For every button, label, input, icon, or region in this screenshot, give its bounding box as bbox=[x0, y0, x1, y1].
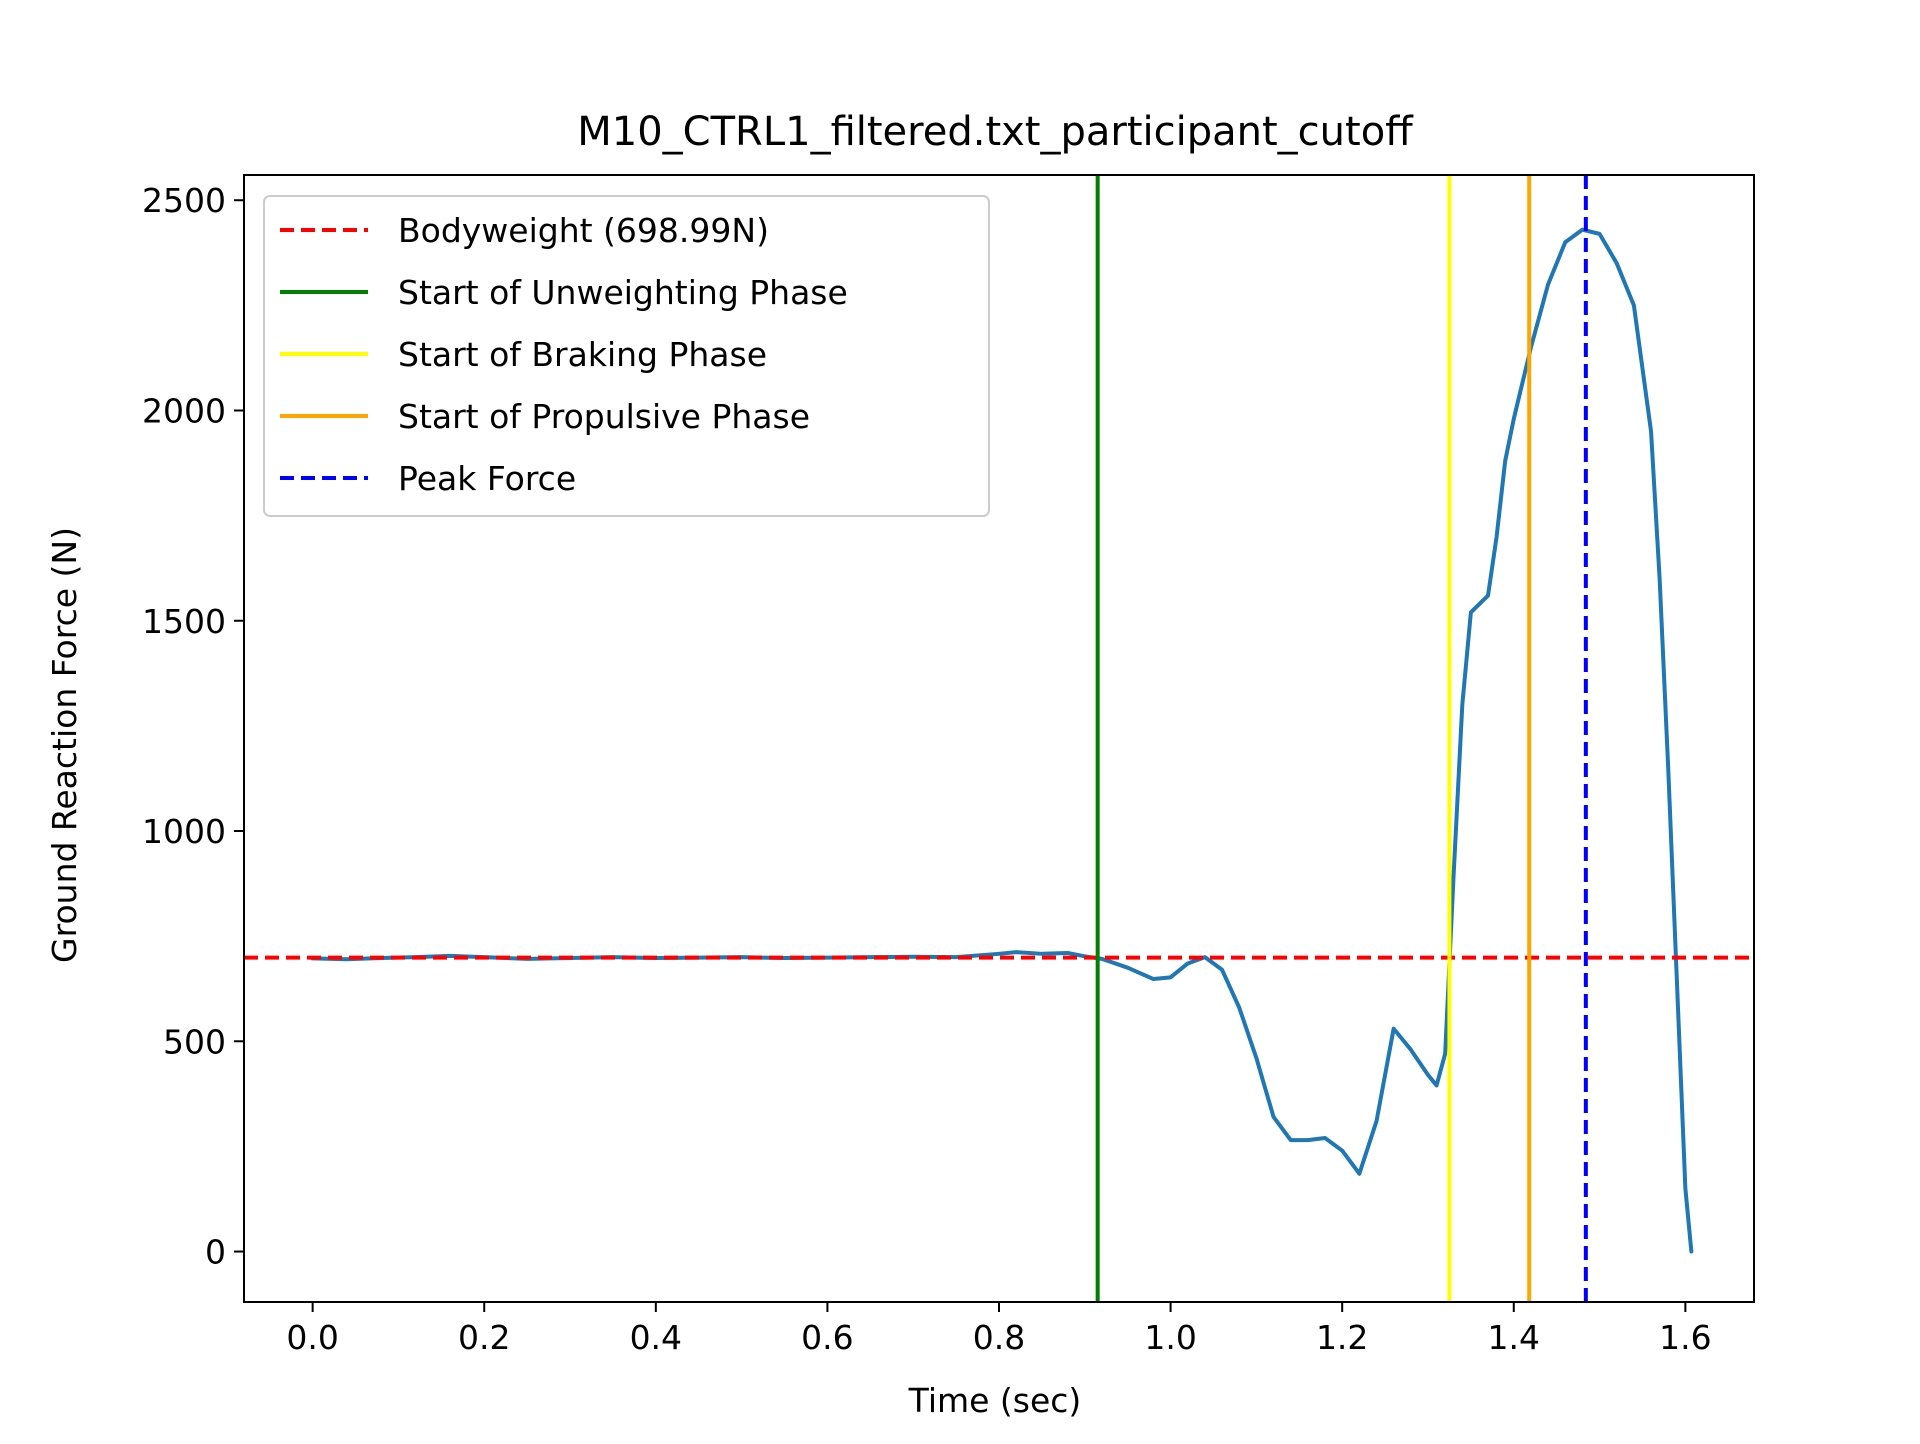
x-tick-label: 1.6 bbox=[1659, 1318, 1711, 1357]
legend-label: Bodyweight (698.99N) bbox=[398, 211, 769, 250]
x-tick-label: 0.8 bbox=[973, 1318, 1025, 1357]
x-tick-label: 1.0 bbox=[1144, 1318, 1196, 1357]
x-tick-label: 1.4 bbox=[1488, 1318, 1540, 1357]
y-tick-label: 500 bbox=[163, 1022, 226, 1061]
x-axis-label: Time (sec) bbox=[908, 1381, 1082, 1420]
chart-title: M10_CTRL1_filtered.txt_participant_cutof… bbox=[577, 109, 1414, 155]
y-axis-label: Ground Reaction Force (N) bbox=[45, 527, 84, 963]
legend: Bodyweight (698.99N) Start of Unweighting… bbox=[263, 195, 990, 517]
y-tick-label: 1500 bbox=[142, 602, 226, 641]
x-tick-label: 0.2 bbox=[458, 1318, 510, 1357]
legend-label: Peak Force bbox=[398, 459, 576, 498]
y-tick-label: 2000 bbox=[142, 391, 226, 430]
axes: 0.0 0.2 0.4 0.6 0.8 1.0 1.2 1.4 1.6 0 500 1000 1500 2… bbox=[142, 174, 1755, 1357]
x-tick-label: 1.2 bbox=[1316, 1318, 1368, 1357]
plot-area bbox=[244, 175, 1754, 1302]
y-tick-label: 1000 bbox=[142, 812, 226, 851]
legend-label: Start of Propulsive Phase bbox=[398, 397, 810, 436]
legend-box bbox=[263, 195, 990, 517]
x-tick-label: 0.0 bbox=[286, 1318, 338, 1357]
y-tick-label: 2500 bbox=[142, 181, 226, 220]
y-tick-label: 0 bbox=[205, 1233, 226, 1272]
x-tick-label: 0.4 bbox=[630, 1318, 682, 1357]
series-line-0 bbox=[310, 227, 1694, 1254]
legend-label: Start of Braking Phase bbox=[398, 335, 767, 374]
legend-label: Start of Unweighting Phase bbox=[398, 273, 848, 312]
x-tick-label: 0.6 bbox=[801, 1318, 853, 1357]
